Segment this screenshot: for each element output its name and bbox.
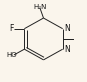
Text: F: F (10, 24, 14, 33)
Text: H₂N: H₂N (33, 4, 47, 10)
Text: N: N (64, 45, 70, 54)
Text: HO: HO (6, 52, 17, 58)
Text: N: N (64, 24, 70, 33)
